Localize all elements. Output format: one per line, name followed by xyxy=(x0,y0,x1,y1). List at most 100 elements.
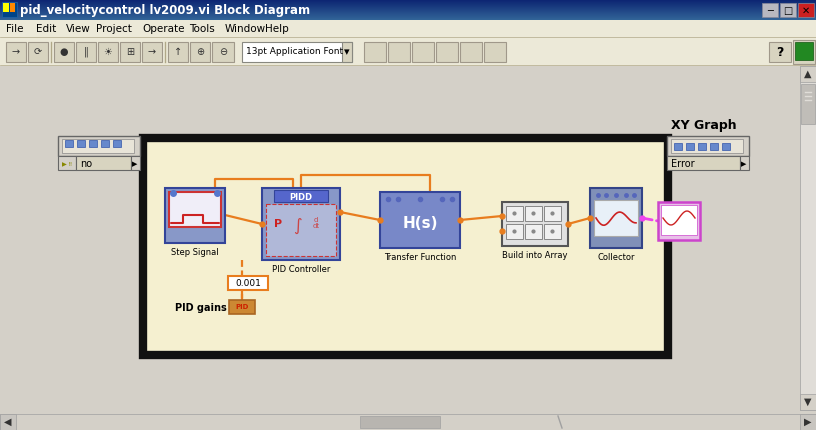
Bar xyxy=(506,224,523,239)
Bar xyxy=(525,224,542,239)
Bar xyxy=(590,188,642,248)
Bar xyxy=(0,5,816,6)
Bar xyxy=(10,3,15,12)
Text: Transfer Function: Transfer Function xyxy=(384,253,456,262)
Bar xyxy=(502,202,568,246)
Text: ▶: ▶ xyxy=(741,161,747,167)
Bar xyxy=(89,140,97,147)
Bar xyxy=(28,42,48,62)
Bar xyxy=(0,38,816,66)
Text: Error: Error xyxy=(671,159,694,169)
Bar xyxy=(229,300,255,314)
Text: ▶: ▶ xyxy=(805,417,812,427)
Bar xyxy=(0,19,816,20)
Bar xyxy=(667,156,740,170)
Text: ●: ● xyxy=(60,47,69,57)
Bar xyxy=(143,138,668,355)
Bar xyxy=(800,66,816,82)
Bar xyxy=(77,140,85,147)
Bar xyxy=(740,156,749,170)
Bar xyxy=(98,42,118,62)
Text: H(s): H(s) xyxy=(402,216,437,231)
Bar xyxy=(120,42,140,62)
Bar xyxy=(0,6,816,7)
Bar xyxy=(360,416,440,428)
Bar xyxy=(769,42,791,62)
Bar xyxy=(3,3,9,12)
Text: →: → xyxy=(12,47,20,57)
Bar xyxy=(436,42,458,62)
Text: Help: Help xyxy=(265,24,289,34)
Text: PID Controller: PID Controller xyxy=(272,265,330,274)
Bar xyxy=(0,15,816,16)
Text: d
dt: d dt xyxy=(313,217,320,229)
Bar xyxy=(0,16,816,17)
Bar xyxy=(0,414,816,430)
Bar xyxy=(262,188,340,260)
Bar xyxy=(131,156,140,170)
Bar xyxy=(762,3,778,17)
Bar xyxy=(65,140,73,147)
Text: ∫: ∫ xyxy=(293,217,301,235)
Bar xyxy=(54,42,74,62)
Bar xyxy=(0,12,816,13)
Text: ⊖: ⊖ xyxy=(219,47,227,57)
Bar xyxy=(0,3,816,4)
Text: File: File xyxy=(6,24,24,34)
Text: PID gains: PID gains xyxy=(175,303,227,313)
Bar xyxy=(62,139,134,153)
Text: →: → xyxy=(148,47,156,57)
Text: ⟳: ⟳ xyxy=(34,47,42,57)
Bar xyxy=(2,2,17,17)
Text: ▼: ▼ xyxy=(805,397,812,407)
Bar xyxy=(722,143,730,150)
Text: □: □ xyxy=(783,6,792,16)
Text: PIDD: PIDD xyxy=(290,193,313,202)
Bar xyxy=(165,188,225,243)
Bar xyxy=(793,40,815,64)
Bar xyxy=(266,204,336,256)
Bar xyxy=(661,205,697,235)
Bar xyxy=(667,136,749,156)
Text: Collector: Collector xyxy=(597,253,635,262)
Bar xyxy=(274,190,328,202)
Bar xyxy=(142,42,162,62)
Bar xyxy=(0,8,816,9)
Bar xyxy=(388,42,410,62)
Text: Project: Project xyxy=(96,24,132,34)
Bar xyxy=(412,42,434,62)
Text: ▾: ▾ xyxy=(344,47,350,57)
Bar xyxy=(101,140,109,147)
Bar xyxy=(484,42,506,62)
Text: pid_velocitycontrol lv2009.vi Block Diagram: pid_velocitycontrol lv2009.vi Block Diag… xyxy=(20,4,310,17)
Text: Build into Array: Build into Array xyxy=(503,251,568,260)
Text: ‖: ‖ xyxy=(83,47,88,57)
Text: Window: Window xyxy=(224,24,266,34)
Text: P: P xyxy=(274,219,282,229)
Bar xyxy=(0,2,816,3)
Text: ◀: ◀ xyxy=(4,417,11,427)
Bar xyxy=(0,14,816,15)
Bar xyxy=(795,42,813,60)
Bar xyxy=(228,276,268,290)
Bar xyxy=(242,42,352,62)
Bar xyxy=(0,0,816,1)
Bar xyxy=(0,4,816,5)
Bar xyxy=(113,140,121,147)
Bar xyxy=(780,3,796,17)
Bar xyxy=(686,143,694,150)
Text: 0.001: 0.001 xyxy=(235,279,261,288)
Bar xyxy=(671,139,743,153)
Bar xyxy=(0,13,816,14)
Text: Operate: Operate xyxy=(143,24,185,34)
Text: ⊞: ⊞ xyxy=(126,47,134,57)
Bar xyxy=(0,17,816,18)
Bar xyxy=(710,143,718,150)
Bar xyxy=(364,42,386,62)
Text: PID: PID xyxy=(235,304,249,310)
Bar xyxy=(168,42,188,62)
Text: ▶: ▶ xyxy=(132,161,138,167)
Text: View: View xyxy=(66,24,91,34)
Bar xyxy=(0,414,16,430)
Text: ⊕: ⊕ xyxy=(196,47,204,57)
